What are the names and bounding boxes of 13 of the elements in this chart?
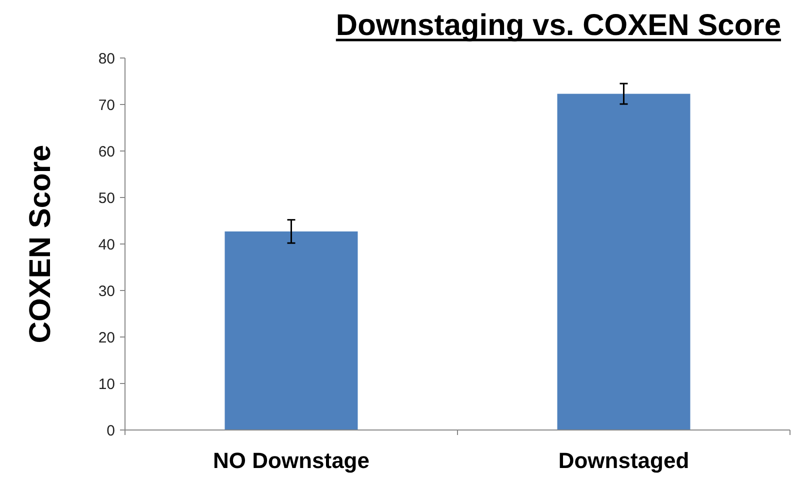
y-tick-label: 20	[98, 329, 115, 346]
chart-title: Downstaging vs. COXEN Score	[336, 9, 781, 42]
y-tick-label: 40	[98, 236, 115, 254]
y-tick-label: 80	[98, 50, 115, 68]
x-tick-label: NO Downstage	[213, 448, 370, 473]
y-tick-label: 30	[98, 282, 115, 300]
y-tick-label: 10	[98, 376, 115, 393]
x-tick-label: Downstaged	[558, 448, 690, 473]
y-tick-label: 50	[98, 190, 115, 207]
y-tick-label: 70	[98, 96, 115, 114]
y-axis-title: COXEN Score	[24, 144, 57, 344]
y-tick-label: 0	[106, 422, 115, 440]
y-tick-label: 60	[98, 143, 115, 160]
